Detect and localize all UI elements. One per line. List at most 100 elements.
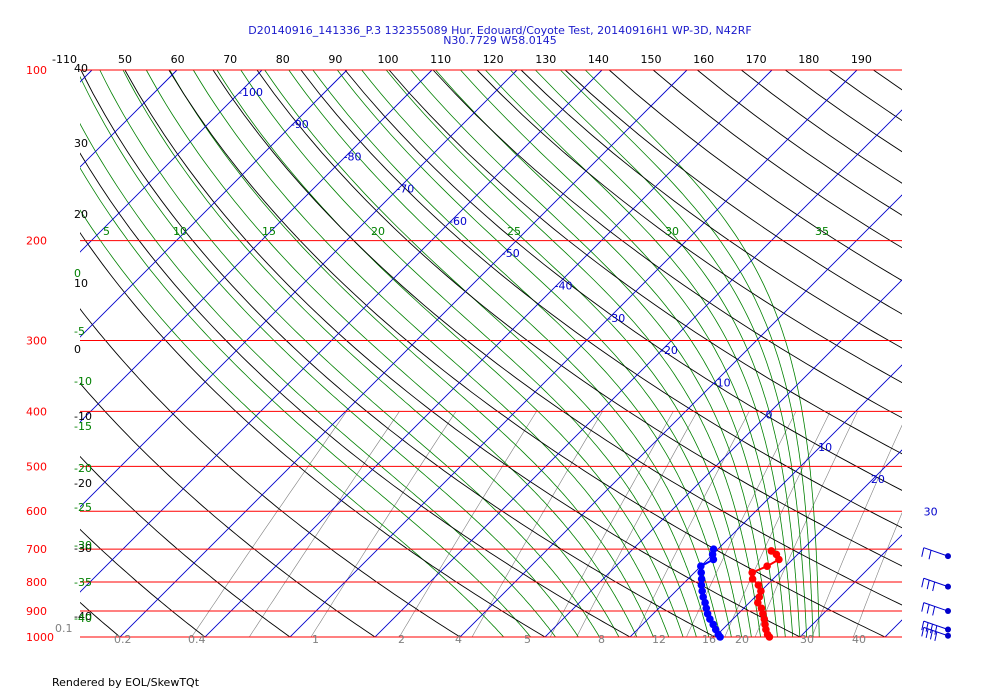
chart-title: D20140916_141336_P.3 132355089 Hur. Edou… <box>248 24 752 37</box>
temperature-profile-point <box>748 568 756 577</box>
dry-adiabat-label: 30 <box>74 137 88 150</box>
dry-adiabat-label: -20 <box>74 477 92 490</box>
moist-adiabat-line <box>336 69 743 638</box>
moist-adiabat-line <box>192 69 670 638</box>
temperature-profile-point <box>754 581 763 589</box>
top-tick-label: 120 <box>483 53 504 66</box>
chart-subtitle: N30.7729 W58.0145 <box>443 34 557 47</box>
top-tick-label: 100 <box>378 53 399 66</box>
grid-lines <box>0 69 1000 638</box>
dewpoint-profile-point <box>716 633 724 641</box>
moist-adiabat-left-label: 0 <box>74 267 81 280</box>
mixing-ratio-label: 16 <box>702 633 716 646</box>
dewpoint-profile-point <box>697 562 705 570</box>
mixing-ratio-line <box>754 411 858 638</box>
dry-adiabat-line <box>80 382 376 638</box>
mixing-ratio-line <box>471 411 603 638</box>
dry-adiabat-line <box>168 69 886 638</box>
wind-barb-feather <box>926 604 930 614</box>
moist-adiabat-left-label: -25 <box>74 501 92 514</box>
dewpoint-profile-point <box>697 568 705 577</box>
temperature-profile-point <box>755 593 764 601</box>
isotherm-label: -60 <box>449 215 467 228</box>
top-tick-label: 140 <box>588 53 609 66</box>
isotherm-label: 30 <box>924 505 938 518</box>
pressure-label: 700 <box>26 543 47 556</box>
moist-adiabat-line <box>80 209 504 638</box>
moist-adiabat-line <box>169 69 654 638</box>
isotherm-line <box>204 69 773 638</box>
moist-adiabat-line <box>460 69 786 638</box>
isotherm-line <box>80 69 518 508</box>
wind-barb-feather <box>934 631 938 642</box>
moist-adiabat-line <box>240 69 697 638</box>
mixing-ratio-label: 4 <box>455 633 462 646</box>
dry-adiabat-label: -10 <box>74 410 92 423</box>
isotherm-label: -20 <box>660 344 678 357</box>
dry-adiabat-label: -30 <box>74 542 92 555</box>
dry-adiabat-line <box>432 69 902 419</box>
moist-adiabat-line <box>99 69 600 638</box>
dry-adiabat-line <box>829 69 902 122</box>
isotherm-label: 10 <box>818 441 832 454</box>
mixing-ratio-label: 0.4 <box>188 633 206 646</box>
dewpoint-profile-point <box>697 581 706 589</box>
moist-adiabat-line <box>560 69 814 638</box>
mixing-ratio-label: 40 <box>852 633 866 646</box>
temperature-profile-point <box>763 562 771 570</box>
moist-adiabat-line <box>216 69 684 638</box>
moist-adiabat-line <box>80 167 531 638</box>
moist-adiabat-label: 20 <box>371 225 385 238</box>
top-tick-label: 80 <box>276 53 290 66</box>
temperature-profile-point <box>757 587 765 595</box>
moist-adiabat-left-label: -40 <box>74 612 92 625</box>
moist-adiabat-line <box>361 69 752 638</box>
wind-barb-staff <box>923 620 949 630</box>
isotherm-line <box>459 194 902 638</box>
isotherm-line <box>970 70 1000 637</box>
dry-adiabat-line <box>300 69 902 529</box>
mixing-ratio-label: 1 <box>312 633 319 646</box>
top-tick-label: 130 <box>535 53 556 66</box>
isotherm-line <box>80 69 603 593</box>
isotherm-label: -40 <box>555 279 573 292</box>
mixing-ratio-label: 8 <box>598 633 605 646</box>
moist-adiabat-left-label: -10 <box>74 375 92 388</box>
dry-adiabat-line <box>785 69 902 153</box>
pressure-label: 600 <box>26 505 47 518</box>
footer-text: Rendered by EOL/SkewTQt <box>52 676 200 689</box>
moist-adiabat-line <box>510 69 801 638</box>
pressure-label: 200 <box>26 235 47 248</box>
dry-adiabat-line <box>564 69 902 315</box>
mixing-ratio-label: 5 <box>524 633 531 646</box>
moist-adiabat-label: 5 <box>103 225 110 238</box>
wind-barb-feather <box>925 628 929 638</box>
isotherm-label: 0 <box>765 409 772 422</box>
temperature-profile-point <box>775 555 783 564</box>
dry-adiabat-line <box>80 69 716 638</box>
isotherm-label: -50 <box>502 247 520 260</box>
dry-adiabat-line <box>80 528 206 638</box>
moist-adiabat-left-label: -35 <box>74 576 92 589</box>
isotherm-line <box>799 534 902 638</box>
top-tick-label: 170 <box>746 53 767 66</box>
moist-adiabat-line <box>80 122 556 638</box>
isotherm-label: -90 <box>291 118 309 131</box>
dewpoint-profile-point <box>709 555 718 564</box>
isotherm-label: 20 <box>871 473 885 486</box>
moist-adiabat-left-label: -20 <box>74 462 92 475</box>
moist-adiabat-label: 15 <box>262 225 276 238</box>
wind-barb-feather <box>921 620 925 631</box>
wind-barb-feather <box>921 547 925 557</box>
wind-barb-staff <box>923 547 949 557</box>
moist-adiabat-label: 30 <box>665 225 679 238</box>
wind-barb-feather <box>921 578 925 588</box>
dewpoint-profile-point <box>697 575 706 583</box>
isotherm-line <box>0 70 7 637</box>
dry-adiabat-label: -40 <box>74 610 92 623</box>
dry-adiabat-line <box>652 69 902 249</box>
isotherm-label: -100 <box>238 86 263 99</box>
isotherm-label: -70 <box>396 183 414 196</box>
